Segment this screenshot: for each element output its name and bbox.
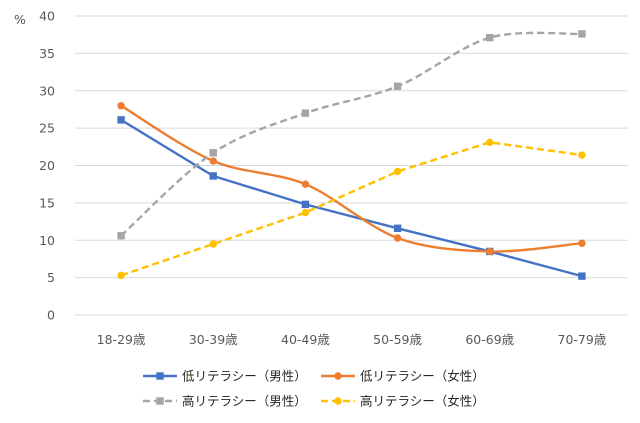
x-tick-label: 30-39歳	[189, 332, 238, 347]
series-2	[117, 102, 586, 256]
legend-marker	[334, 372, 342, 380]
series-line	[120, 31, 582, 237]
x-tick-label: 50-59歳	[373, 332, 422, 347]
legend-label: 低リテラシー（男性）	[182, 369, 307, 384]
y-tick-label: 25	[39, 121, 55, 136]
y-tick-label: 35	[39, 46, 55, 61]
data-point	[393, 82, 402, 90]
data-point	[578, 30, 586, 38]
legend-item: 低リテラシー（男性）	[143, 369, 307, 384]
y-tick-label: 40	[39, 9, 55, 24]
data-point	[117, 232, 125, 240]
y-tick-label: 30	[39, 83, 55, 98]
data-point	[301, 208, 310, 217]
data-point	[117, 102, 125, 110]
legend-marker	[334, 397, 342, 405]
gridlines	[75, 15, 628, 316]
data-point	[209, 172, 217, 180]
data-point	[486, 33, 494, 42]
x-tick-label: 18-29歳	[97, 332, 146, 347]
series-3	[117, 30, 586, 240]
data-point	[393, 167, 402, 176]
data-point	[117, 116, 125, 124]
series-4	[117, 138, 586, 280]
y-axis-tick-labels: 0 5 10 15 20 25 30 35 40	[39, 9, 55, 323]
legend-label: 高リテラシー（男性）	[182, 394, 307, 409]
series-line	[120, 141, 583, 277]
data-point	[209, 240, 217, 248]
legend-item: 高リテラシー（女性）	[321, 394, 485, 409]
series-line	[120, 118, 583, 278]
y-tick-label: 20	[39, 158, 55, 173]
data-point	[301, 200, 310, 209]
series-line	[120, 104, 583, 253]
data-point	[393, 234, 402, 242]
legend-marker	[156, 397, 164, 405]
y-axis-label: %	[14, 12, 26, 27]
legend-item: 低リテラシー（女性）	[321, 369, 485, 384]
y-tick-label: 0	[47, 308, 55, 323]
data-point	[578, 272, 586, 280]
x-axis-tick-labels: 18-29歳 30-39歳 40-49歳 50-59歳 60-69歳 70-79歳	[97, 332, 607, 347]
data-point	[578, 151, 586, 159]
data-point	[393, 224, 402, 232]
legend-label: 高リテラシー（女性）	[360, 394, 485, 409]
data-point	[209, 149, 217, 157]
data-point	[486, 247, 494, 256]
legend-marker	[156, 372, 164, 380]
y-tick-label: 15	[39, 195, 55, 210]
data-point	[301, 109, 310, 117]
data-point	[486, 138, 494, 147]
legend: 低リテラシー（男性） 低リテラシー（女性） 高リテラシー（男性） 高リテラシー（女性）	[143, 369, 485, 409]
data-point	[117, 271, 125, 280]
legend-label: 低リテラシー（女性）	[360, 369, 485, 384]
data-point	[209, 157, 217, 165]
series-1	[117, 116, 586, 280]
legend-item: 高リテラシー（男性）	[143, 394, 307, 409]
y-tick-label: 5	[47, 270, 55, 285]
x-tick-label: 70-79歳	[558, 332, 607, 347]
x-tick-label: 40-49歳	[281, 332, 330, 347]
series-lines	[117, 30, 586, 280]
data-point	[301, 180, 310, 188]
data-point	[578, 239, 586, 247]
y-tick-label: 10	[39, 233, 55, 248]
x-tick-label: 60-69歳	[465, 332, 514, 347]
